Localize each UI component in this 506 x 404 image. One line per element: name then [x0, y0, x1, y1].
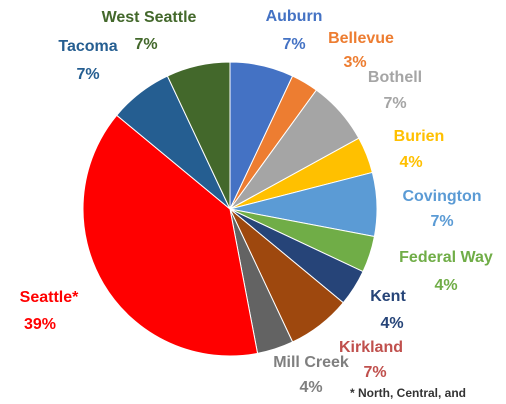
slice-label-seattle-pct: 39%	[24, 316, 56, 333]
slice-label-tacoma-pct: 7%	[76, 66, 99, 83]
slice-label-west-seattle-pct: 7%	[134, 36, 157, 53]
slice-label-federal-way-pct: 4%	[434, 277, 457, 294]
slice-label-covington-pct: 7%	[430, 213, 453, 230]
slice-label-kirkland-name: Kirkland	[339, 339, 403, 356]
slice-label-bellevue-pct: 3%	[343, 54, 366, 71]
slice-label-mill-creek-pct: 4%	[299, 379, 322, 396]
slice-label-auburn-pct: 7%	[282, 36, 305, 53]
slice-label-bellevue-name: Bellevue	[328, 30, 394, 47]
pie-slice-west-seattle	[166, 61, 231, 210]
slice-label-bothell-name: Bothell	[368, 69, 422, 86]
slice-label-federal-way-name: Federal Way	[399, 249, 493, 266]
slice-label-burien-name: Burien	[394, 128, 445, 145]
slice-label-kent-pct: 4%	[380, 315, 403, 332]
pie-slices	[82, 61, 378, 357]
slice-label-kirkland-pct: 7%	[363, 364, 386, 381]
slice-label-mill-creek-name: Mill Creek	[273, 354, 349, 371]
slice-label-burien-pct: 4%	[399, 154, 422, 171]
slice-label-seattle-name: Seattle*	[20, 289, 79, 306]
chart-footnote: * North, Central, and	[350, 386, 466, 400]
slice-label-bothell-pct: 7%	[383, 95, 406, 112]
slice-label-kent-name: Kent	[370, 288, 406, 305]
slice-label-west-seattle-name: West Seattle	[102, 9, 197, 26]
slice-label-auburn-name: Auburn	[266, 8, 323, 25]
slice-label-covington-name: Covington	[402, 188, 481, 205]
pie-slice-seattle	[82, 114, 259, 357]
slice-label-tacoma-name: Tacoma	[58, 38, 117, 55]
